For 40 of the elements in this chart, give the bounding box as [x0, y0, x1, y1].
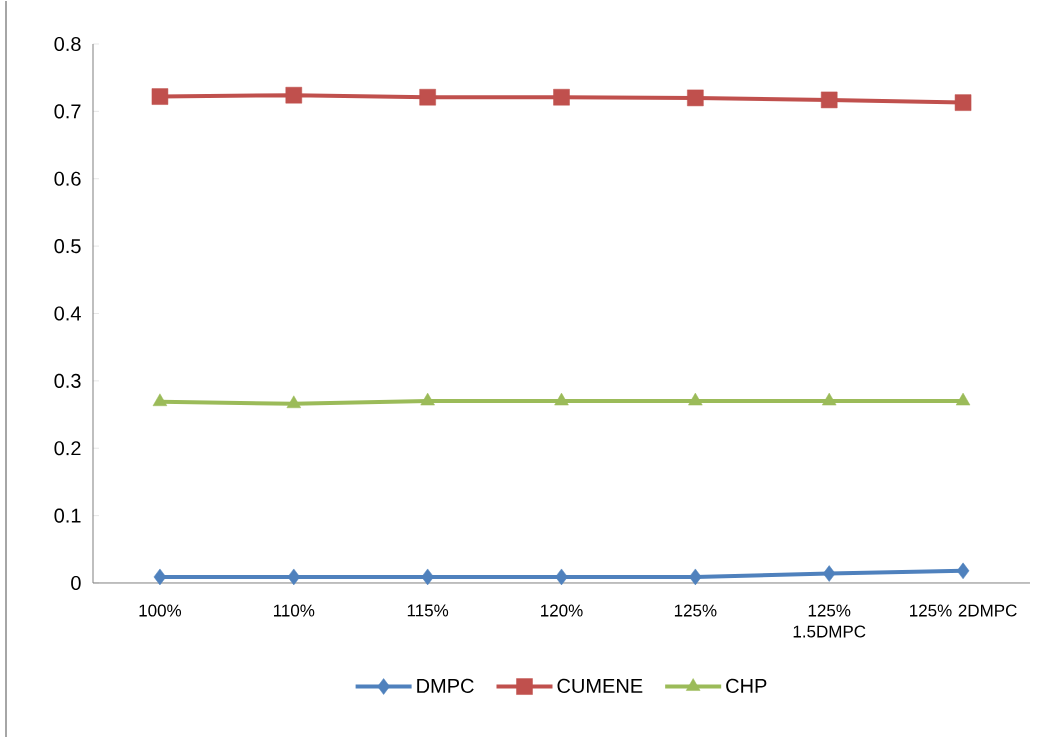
point — [555, 568, 568, 586]
point — [153, 568, 167, 586]
point — [285, 86, 303, 104]
y-tick-label: 0 — [71, 575, 81, 591]
y-tick-label: 0.8 — [54, 36, 81, 52]
x-tick-label: 125% — [674, 604, 717, 617]
point — [955, 392, 971, 406]
x-tick-label: 115% — [407, 604, 449, 617]
y-tick-label: 0.7 — [54, 104, 81, 119]
x-tick-label: 125% 2DMPC — [910, 604, 1017, 617]
point — [421, 568, 434, 586]
legend-label: CHP — [726, 678, 767, 693]
point — [419, 88, 436, 106]
x-tick-label: 110% — [273, 604, 315, 617]
x-tick-label: 125% 1.5DMPC — [793, 604, 866, 638]
point — [152, 393, 168, 406]
point — [553, 88, 570, 106]
y-tick-label: 0.2 — [54, 441, 81, 456]
point — [688, 392, 703, 406]
point — [820, 91, 838, 109]
point — [822, 565, 836, 582]
point — [287, 568, 301, 586]
y-tick-label: 0.5 — [54, 239, 81, 254]
point — [687, 89, 704, 107]
y-tick-label: 0.6 — [54, 171, 81, 186]
point — [689, 568, 702, 586]
y-tick-label: 0.1 — [54, 508, 81, 523]
point — [420, 392, 435, 406]
y-tick-label: 0.4 — [54, 306, 81, 321]
x-tick-label: 100% — [139, 604, 182, 617]
point — [286, 395, 301, 409]
point — [822, 392, 837, 406]
x-tick-label: 120% — [541, 604, 583, 617]
point — [954, 94, 972, 111]
y-tick-label: 0.3 — [54, 373, 81, 388]
legend-label: DMPC — [417, 678, 474, 693]
point — [554, 392, 569, 406]
legend-label: CUMENE — [557, 678, 643, 693]
point — [956, 562, 970, 580]
point — [151, 88, 169, 105]
